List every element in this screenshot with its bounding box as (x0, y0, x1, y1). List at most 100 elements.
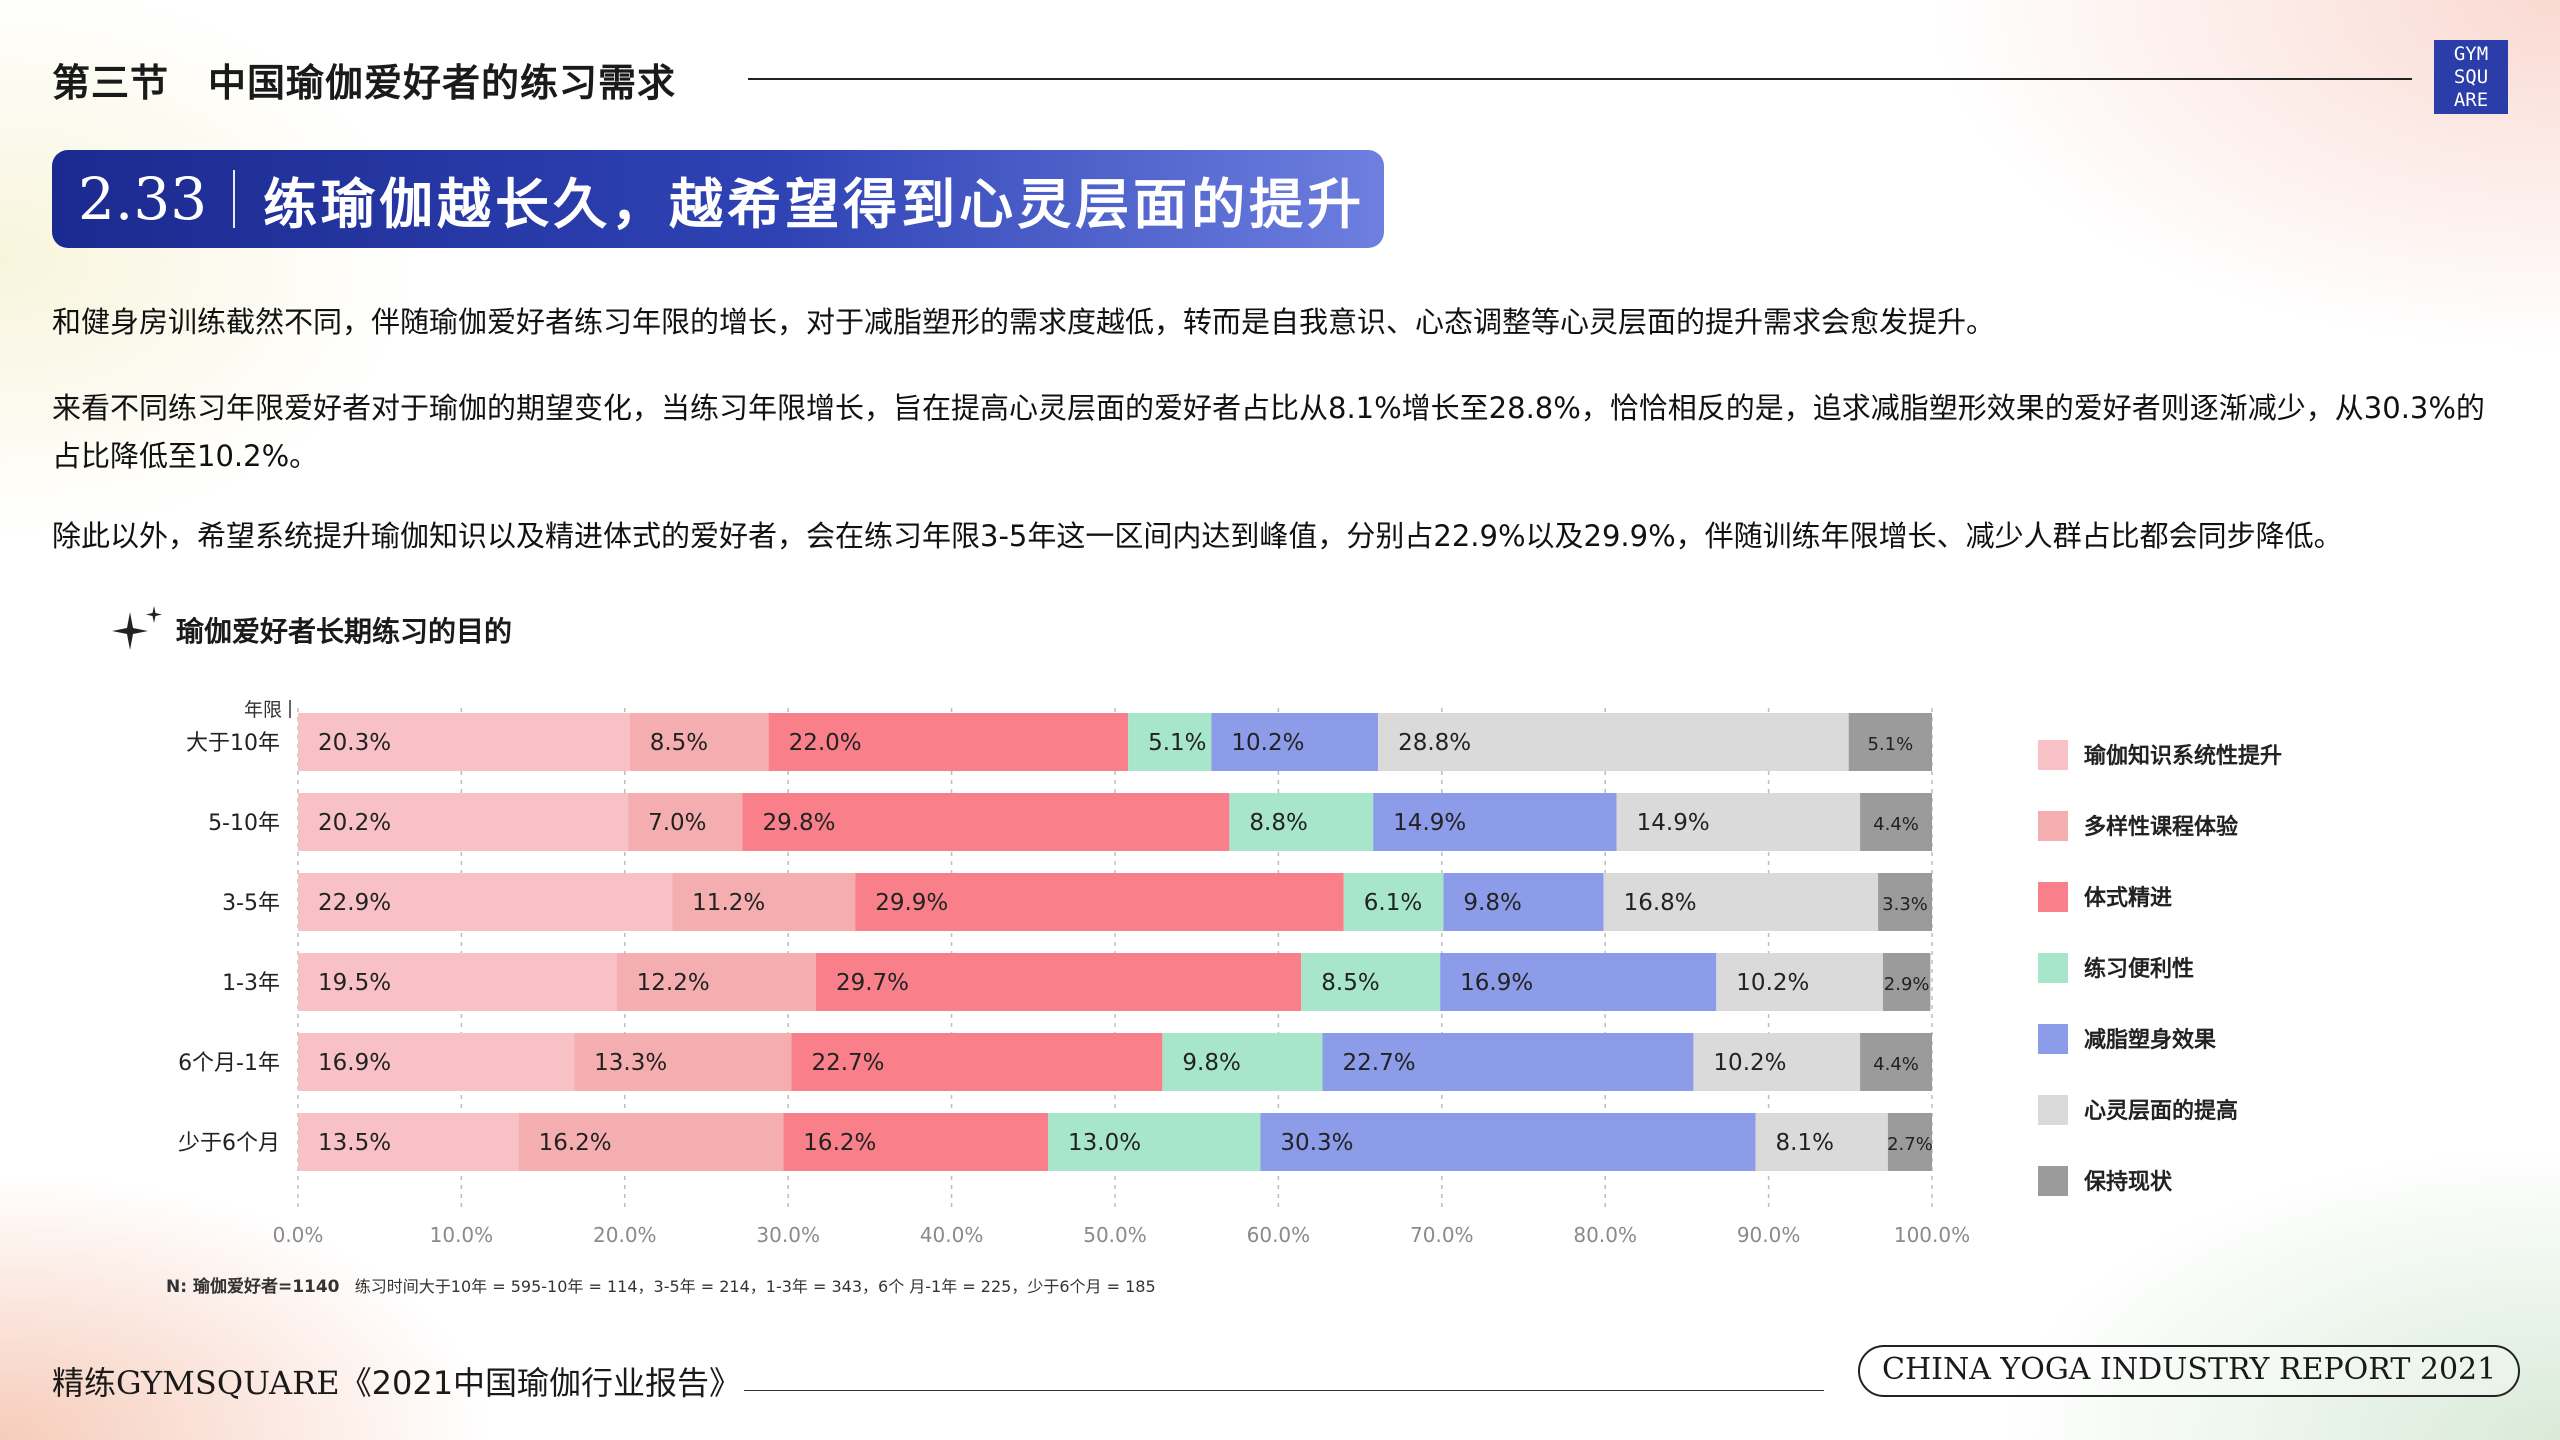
category-label: 6个月-1年 (178, 1051, 280, 1076)
bar-segment (1229, 793, 1374, 851)
x-tick-label: 30.0% (756, 1223, 820, 1247)
data-label: 19.5% (318, 970, 391, 996)
gymsquare-logo: GYM SQU ARE (2434, 40, 2508, 114)
bar-segment (1860, 793, 1932, 851)
bar-segment (672, 873, 856, 931)
data-label: 14.9% (1393, 810, 1466, 836)
bar-segment (783, 1113, 1049, 1171)
data-label: 4.4% (1873, 814, 1919, 835)
section-number: 2.33 (78, 165, 208, 233)
bar-segment (1860, 1033, 1932, 1091)
bar-segment (1373, 793, 1617, 851)
bar-segment (1882, 953, 1931, 1011)
bar-segment (616, 953, 816, 1011)
category-label: 3-5年 (222, 891, 280, 916)
bar-segment (298, 1113, 519, 1171)
data-label: 4.4% (1873, 1054, 1919, 1075)
data-label: 9.8% (1182, 1050, 1240, 1076)
note-prefix: N: 瑜伽爱好者=1140 (166, 1277, 340, 1297)
footer-title: 《2021中国瑜伽行业报告》 (339, 1364, 742, 1402)
category-label: 少于6个月 (178, 1131, 280, 1156)
legend-label: 瑜伽知识系统性提升 (2084, 743, 2282, 769)
bar-segment (1440, 953, 1717, 1011)
bar-segment (1603, 873, 1879, 931)
legend-label: 减脂塑身效果 (2084, 1027, 2216, 1053)
legend-swatch (2038, 1166, 2068, 1196)
bar-segment (1162, 1033, 1323, 1091)
paragraph: 除此以外，希望系统提升瑜伽知识以及精进体式的爱好者，会在练习年限3-5年这一区间… (52, 519, 2343, 553)
bar-segment (791, 1033, 1163, 1091)
data-label: 16.2% (803, 1130, 876, 1156)
data-label: 20.2% (318, 810, 391, 836)
data-label: 10.2% (1231, 730, 1304, 756)
logo-line: SQU (2453, 65, 2489, 88)
data-label: 29.7% (836, 970, 909, 996)
data-label: 16.2% (539, 1130, 612, 1156)
data-label: 14.9% (1637, 810, 1710, 836)
bar-segment (518, 1113, 784, 1171)
data-label: 13.5% (318, 1130, 391, 1156)
legend-label: 心灵层面的提高 (2084, 1098, 2238, 1124)
category-label: 1-3年 (222, 971, 280, 996)
legend-label: 保持现状 (2083, 1170, 2173, 1195)
bar-segment (628, 793, 743, 851)
data-label: 2.7% (1887, 1134, 1933, 1155)
footer-prefix: 精练 (52, 1364, 117, 1402)
legend-swatch (2038, 953, 2068, 983)
bar-segment (1755, 1113, 1888, 1171)
data-label: 8.5% (650, 730, 708, 756)
bar-segment (1878, 873, 1932, 931)
bar-segment (298, 953, 617, 1011)
sparkle-icon (112, 606, 168, 654)
bar-segment (1343, 873, 1444, 931)
data-label: 22.7% (811, 1050, 884, 1076)
data-label: 10.2% (1713, 1050, 1786, 1076)
bar-segment (1378, 713, 1849, 771)
data-label: 22.9% (318, 890, 391, 916)
bar-segment (1260, 1113, 1756, 1171)
bar-segment (1048, 1113, 1261, 1171)
bar-segment (298, 873, 673, 931)
bar-segment (298, 1033, 575, 1091)
bar-segment (298, 713, 630, 771)
data-label: 3.3% (1882, 894, 1928, 915)
bar-segment (1322, 1033, 1694, 1091)
data-label: 5.1% (1148, 730, 1206, 756)
note-detail: 练习时间大于10年 = 595-10年 = 114，3-5年 = 214，1-3… (354, 1277, 1156, 1296)
data-label: 29.8% (762, 810, 835, 836)
x-tick-label: 20.0% (593, 1223, 657, 1247)
chart-title: 瑜伽爱好者长期练习的目的 (176, 615, 513, 648)
data-label: 29.9% (875, 890, 948, 916)
x-tick-label: 80.0% (1573, 1223, 1637, 1247)
x-tick-label: 90.0% (1737, 1223, 1801, 1247)
bar-segment (1211, 713, 1379, 771)
category-label: 5-10年 (208, 811, 280, 836)
header-divider (748, 78, 2412, 80)
x-tick-label: 70.0% (1410, 1223, 1474, 1247)
bar-segment (1128, 713, 1212, 771)
bar-segment (815, 953, 1302, 1011)
data-label: 13.3% (594, 1050, 667, 1076)
category-label: 大于10年 (186, 731, 280, 756)
legend-swatch (2038, 1024, 2068, 1054)
x-tick-label: 100.0% (1894, 1223, 1970, 1247)
data-label: 5.1% (1867, 734, 1913, 755)
bar-segment (742, 793, 1230, 851)
bar-segment (855, 873, 1344, 931)
data-label: 28.8% (1398, 730, 1471, 756)
data-label: 8.5% (1321, 970, 1379, 996)
legend-swatch (2038, 811, 2068, 841)
bar-segment (574, 1033, 792, 1091)
data-label: 16.9% (1460, 970, 1533, 996)
data-label: 6.1% (1364, 890, 1422, 916)
bar-segment (1693, 1033, 1861, 1091)
y-axis-label: 年限 (244, 699, 282, 721)
data-label: 20.3% (318, 730, 391, 756)
legend-label: 练习便利性 (2084, 956, 2194, 982)
paragraph: 来看不同练习年限爱好者对于瑜伽的期望变化，当练习年限增长，旨在提高心灵层面的爱好… (52, 391, 2485, 473)
logo-line: ARE (2453, 88, 2489, 111)
data-label: 10.2% (1736, 970, 1809, 996)
headline-text: 练瑜伽越长久，越希望得到心灵层面的提升 (263, 172, 1366, 236)
data-label: 11.2% (692, 890, 765, 916)
legend-label: 体式精进 (2084, 885, 2172, 911)
